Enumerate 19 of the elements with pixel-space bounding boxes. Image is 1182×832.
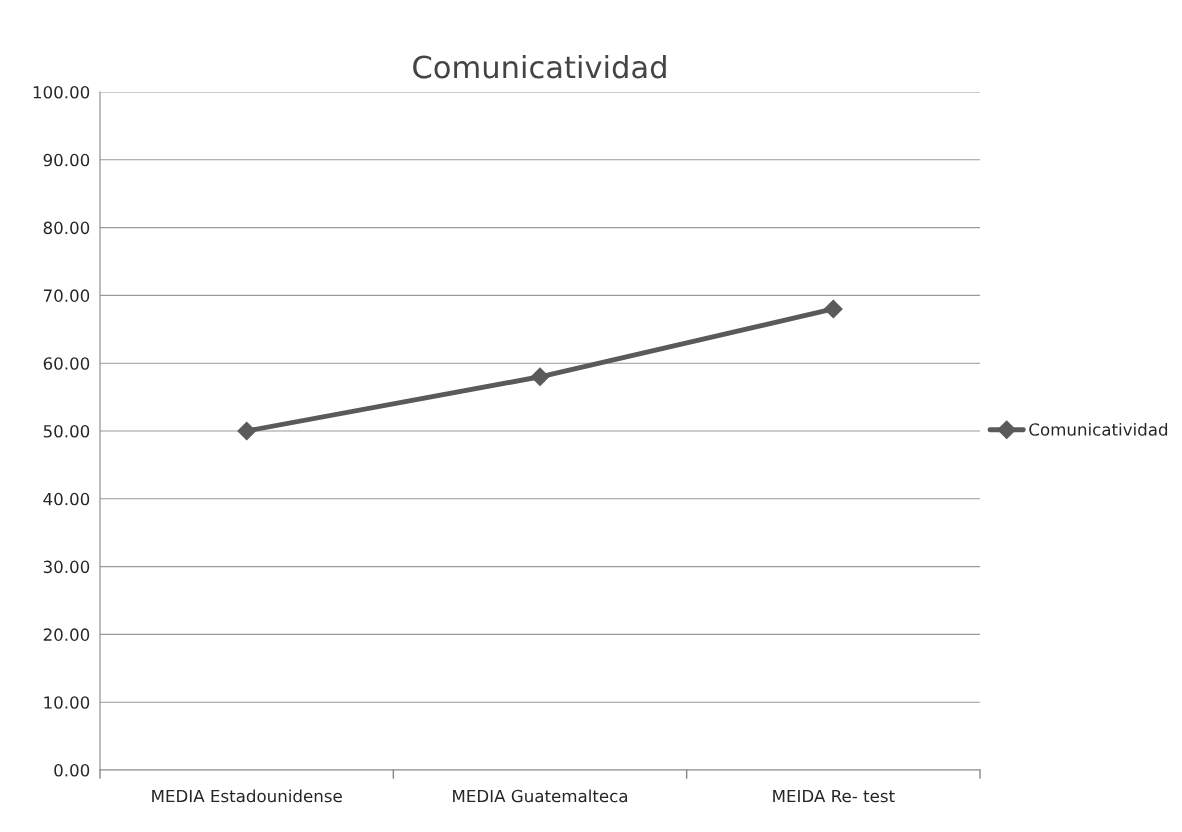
legend-label: Comunicatividad	[1029, 422, 1168, 436]
point	[530, 367, 550, 387]
y-tick-label: 30.00	[43, 560, 90, 574]
point	[823, 299, 843, 319]
y-tick-label: 0.00	[54, 763, 90, 777]
point	[237, 421, 257, 441]
y-tick-label: 40.00	[43, 492, 90, 506]
y-tick-label: 80.00	[43, 221, 90, 235]
chart-title: Comunicatividad	[413, 54, 666, 79]
x-tick-label: MEDIA Estadounidense	[152, 789, 342, 803]
x-tick-label: MEIDA Re- test	[773, 789, 895, 803]
y-tick-label: 20.00	[43, 628, 90, 641]
y-tick-label: 100.00	[33, 85, 90, 99]
y-tick-label: 10.00	[44, 696, 90, 709]
y-tick-label: 90.00	[43, 153, 90, 167]
x-tick-label: MEDIA Guatemalteca	[453, 789, 628, 803]
y-tick-label: 70.00	[43, 289, 90, 302]
y-tick-label: 60.00	[43, 357, 90, 370]
y-tick-label: 50.00	[43, 424, 90, 438]
